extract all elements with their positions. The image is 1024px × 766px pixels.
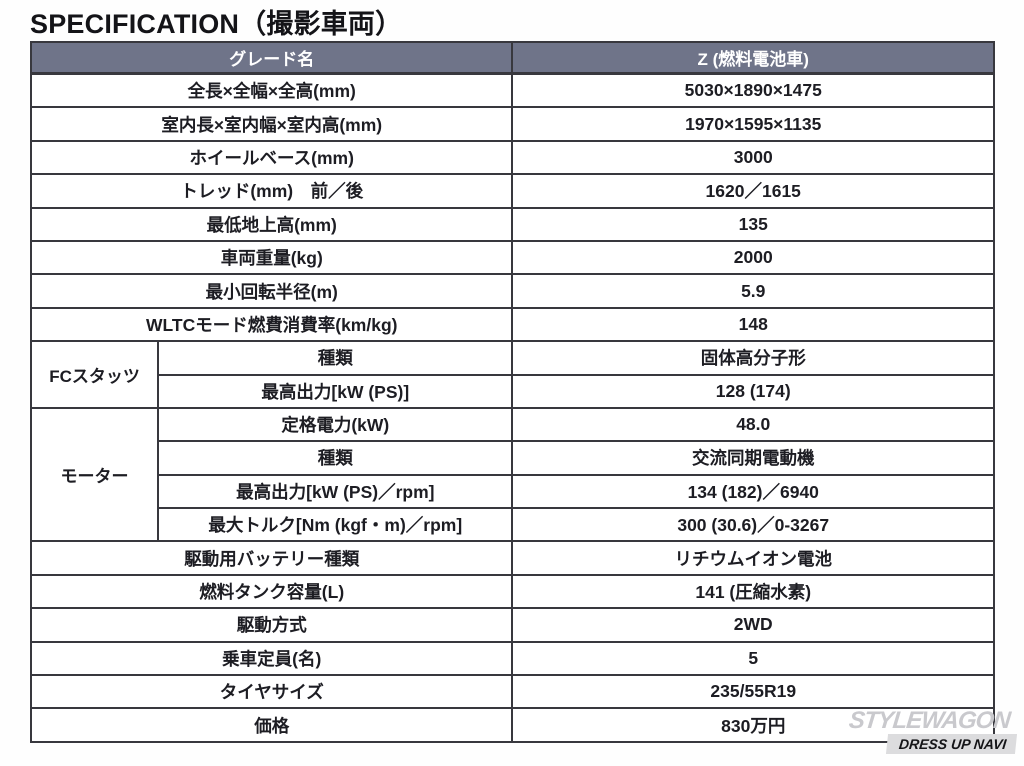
spec-value: 5.9 bbox=[511, 273, 995, 309]
spec-label: 乗車定員(名) bbox=[29, 640, 514, 677]
table-row: 乗車定員(名) 5 bbox=[29, 640, 995, 677]
table-row: 燃料タンク容量(L) 141 (圧縮水素) bbox=[29, 573, 995, 610]
spec-label: 車両重量(kg) bbox=[29, 239, 514, 276]
grade-value-header: Z (燃料電池車) bbox=[511, 41, 995, 75]
spec-value: 48.0 bbox=[511, 406, 995, 443]
spec-value: 3000 bbox=[511, 139, 995, 176]
spec-value: 300 (30.6)／0-3267 bbox=[511, 507, 995, 543]
spec-value: 830万円 bbox=[511, 707, 995, 743]
spec-value: リチウムイオン電池 bbox=[511, 540, 995, 576]
spec-label: タイヤサイズ bbox=[29, 674, 514, 710]
spec-label: 駆動用バッテリー種類 bbox=[29, 540, 514, 576]
spec-label: 最大トルク[Nm (kgf・m)／rpm] bbox=[157, 507, 514, 543]
spec-label: 最小回転半径(m) bbox=[29, 273, 514, 309]
spec-label: 全長×全幅×全高(mm) bbox=[29, 72, 514, 109]
spec-value: 1970×1595×1135 bbox=[511, 106, 995, 142]
spec-label: トレッド(mm) 前／後 bbox=[29, 173, 514, 209]
spec-label: 価格 bbox=[29, 707, 514, 743]
spec-value: 235/55R19 bbox=[511, 674, 995, 710]
table-row: WLTCモード燃費消費率(km/kg) 148 bbox=[29, 306, 995, 343]
table-row: 駆動用バッテリー種類 リチウムイオン電池 bbox=[29, 540, 995, 576]
spec-group-label: FCスタッツ bbox=[29, 340, 160, 409]
spec-label: 最低地上高(mm) bbox=[29, 206, 514, 242]
spec-label: 種類 bbox=[157, 340, 514, 376]
spec-value: 1620／1615 bbox=[511, 173, 995, 209]
spec-table-body: 全長×全幅×全高(mm) 5030×1890×1475 室内長×室内幅×室内高(mm… bbox=[29, 72, 995, 743]
table-row: 最低地上高(mm) 135 bbox=[29, 206, 995, 242]
table-row: 最大トルク[Nm (kgf・m)／rpm] 300 (30.6)／0-3267 bbox=[31, 507, 995, 543]
spec-value: 135 bbox=[511, 206, 995, 242]
spec-label: WLTCモード燃費消費率(km/kg) bbox=[29, 306, 514, 343]
table-row: 全長×全幅×全高(mm) 5030×1890×1475 bbox=[29, 72, 995, 109]
table-row: 車両重量(kg) 2000 bbox=[29, 239, 995, 276]
spec-label: 最高出力[kW (PS)] bbox=[157, 373, 514, 409]
spec-label: 駆動方式 bbox=[29, 607, 514, 643]
table-row: 最高出力[kW (PS)] 128 (174) bbox=[31, 373, 995, 409]
spec-value: 固体高分子形 bbox=[511, 340, 995, 376]
spec-table-header: グレード名 Z (燃料電池車) bbox=[29, 41, 995, 75]
spec-label: 室内長×室内幅×室内高(mm) bbox=[29, 106, 514, 142]
table-row: タイヤサイズ 235/55R19 bbox=[29, 674, 995, 710]
spec-label: 種類 bbox=[157, 440, 514, 476]
table-row: 最小回転半径(m) 5.9 bbox=[29, 273, 995, 309]
table-row: 価格 830万円 bbox=[29, 707, 995, 743]
spec-value: 交流同期電動機 bbox=[511, 440, 995, 476]
spec-value: 5030×1890×1475 bbox=[511, 72, 995, 109]
spec-value: 141 (圧縮水素) bbox=[511, 573, 995, 610]
spec-value: 2WD bbox=[511, 607, 995, 643]
header-row: グレード名 Z (燃料電池車) bbox=[29, 41, 995, 75]
grade-name-header: グレード名 bbox=[29, 41, 514, 75]
spec-label: 燃料タンク容量(L) bbox=[29, 573, 514, 610]
table-row: トレッド(mm) 前／後 1620／1615 bbox=[29, 173, 995, 209]
table-row: 種類 交流同期電動機 bbox=[31, 440, 995, 476]
page-title: SPECIFICATION（撮影車両） bbox=[30, 9, 403, 39]
table-row: ホイールベース(mm) 3000 bbox=[29, 139, 995, 176]
table-row: 最高出力[kW (PS)／rpm] 134 (182)／6940 bbox=[31, 473, 995, 510]
spec-value: 148 bbox=[511, 306, 995, 343]
spec-group-label: モーター bbox=[29, 406, 160, 543]
spec-value: 134 (182)／6940 bbox=[511, 473, 995, 510]
spec-label: ホイールベース(mm) bbox=[29, 139, 514, 176]
table-row: モーター 定格電力(kW) 48.0 bbox=[29, 406, 995, 543]
spec-label: 最高出力[kW (PS)／rpm] bbox=[157, 473, 514, 510]
table-row: 駆動方式 2WD bbox=[29, 607, 995, 643]
table-row: FCスタッツ 種類 固体高分子形 bbox=[29, 340, 995, 409]
spec-value: 5 bbox=[511, 640, 995, 677]
spec-value: 128 (174) bbox=[511, 373, 995, 409]
table-row: 室内長×室内幅×室内高(mm) 1970×1595×1135 bbox=[29, 106, 995, 142]
spec-value: 2000 bbox=[511, 239, 995, 276]
specification-table: グレード名 Z (燃料電池車) 全長×全幅×全高(mm) 5030×1890×14… bbox=[29, 41, 995, 743]
spec-label: 定格電力(kW) bbox=[157, 406, 514, 443]
